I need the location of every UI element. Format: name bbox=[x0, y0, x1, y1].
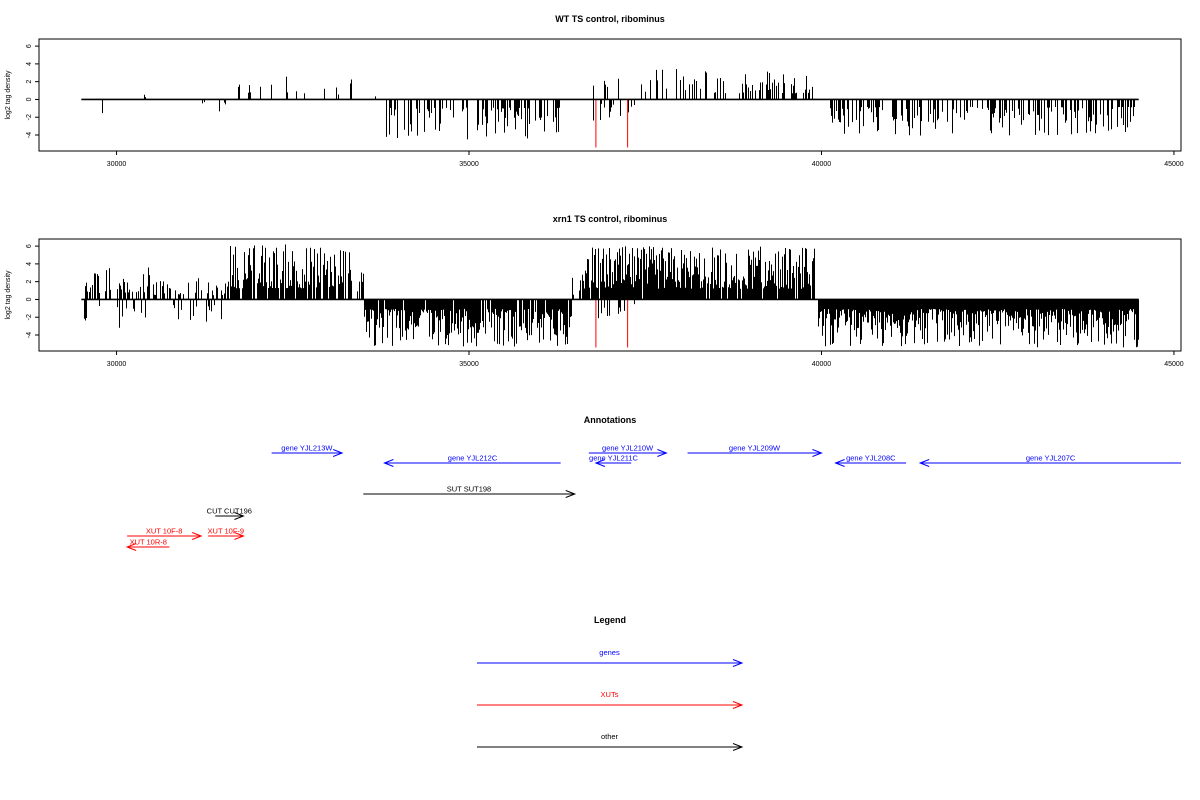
legend-arrowhead bbox=[732, 659, 744, 667]
annotation-arrowhead bbox=[234, 512, 245, 520]
panel-wt-ytick-label: 6 bbox=[26, 44, 33, 48]
legend-title: Legend bbox=[594, 615, 626, 625]
panel-wt-highlights bbox=[595, 99, 629, 148]
annotation-label: gene YJL208C bbox=[846, 454, 896, 463]
annotation-label: XUT 10R-8 bbox=[130, 538, 167, 547]
annotation-arrowhead bbox=[918, 459, 930, 467]
annotations-title: Annotations bbox=[584, 415, 637, 425]
panel-wt-y-axis: -4 -2 0 2 4 6 bbox=[26, 44, 39, 138]
panel-xrn1-bars bbox=[84, 244, 1139, 348]
panel-xrn1-highlights bbox=[595, 299, 629, 348]
legend-arrowhead bbox=[732, 701, 744, 709]
annotation-arrowhead bbox=[234, 532, 245, 540]
panel-wt-ytick-label: 2 bbox=[26, 80, 33, 84]
legend: Legend genes XUTs other bbox=[477, 615, 744, 751]
annotation-arrowhead bbox=[332, 449, 344, 457]
panel-xrn1-frame bbox=[38, 238, 1182, 352]
annotation-label: XUT 10F-8 bbox=[146, 527, 183, 536]
panel-wt-xtick-label: 35000 bbox=[459, 161, 479, 168]
annotation-arrowhead bbox=[565, 490, 577, 498]
panel-wt: WT TS control, ribominus log2 tag densit… bbox=[5, 14, 1184, 168]
panel-xrn1-y-axis: -4 -2 0 2 4 6 bbox=[26, 244, 39, 338]
panel-wt-xtick-label: 30000 bbox=[107, 161, 127, 168]
annotation-arrowhead bbox=[834, 459, 845, 467]
panel-wt-ytick-label: 0 bbox=[26, 97, 33, 101]
annotation-label: gene YJL209W bbox=[729, 444, 781, 453]
annotation-arrowhead bbox=[594, 459, 606, 467]
annotation-label: gene YJL211C bbox=[589, 454, 639, 463]
panel-xrn1-ytick-label: 4 bbox=[26, 262, 33, 266]
annotation-label: gene YJL213W bbox=[281, 444, 333, 453]
panel-xrn1-ytick-label: -2 bbox=[26, 314, 33, 320]
annotation-arrowhead bbox=[191, 532, 203, 540]
panel-xrn1-ytick-label: -4 bbox=[26, 332, 33, 338]
annotation-arrowhead bbox=[657, 449, 668, 457]
legend-arrowhead bbox=[732, 743, 744, 751]
panel-xrn1-ytick-label: 2 bbox=[26, 280, 33, 284]
annotation-label: gene YJL210W bbox=[602, 444, 654, 453]
panel-xrn1: xrn1 TS control, ribominus log2 tag dens… bbox=[5, 214, 1184, 368]
panel-wt-ytick-label: 4 bbox=[26, 62, 33, 66]
panel-xrn1-xtick-label: 35000 bbox=[459, 361, 479, 368]
annotation-label: gene YJL212C bbox=[448, 454, 498, 463]
panel-wt-xtick-label: 45000 bbox=[1164, 161, 1184, 168]
panel-xrn1-xtick-label: 45000 bbox=[1164, 361, 1184, 368]
annotation-label: XUT 10F-9 bbox=[208, 527, 245, 536]
annotation-label: SUT SUT198 bbox=[447, 485, 491, 494]
panel-wt-x-axis: 30000 35000 40000 45000 bbox=[107, 151, 1184, 168]
legend-label: other bbox=[601, 732, 619, 741]
panel-xrn1-xtick-label: 30000 bbox=[107, 361, 127, 368]
panel-wt-xtick-label: 40000 bbox=[812, 161, 832, 168]
panel-wt-bars bbox=[102, 69, 1135, 140]
panel-xrn1-ytick-label: 0 bbox=[26, 297, 33, 301]
annotation-label: CUT CUT196 bbox=[207, 507, 252, 516]
annotations-track: Annotations gene YJL213W gene YJL212C gene… bbox=[125, 415, 1181, 551]
panel-xrn1-ytick-label: 6 bbox=[26, 244, 33, 248]
annotation-arrowhead bbox=[383, 459, 394, 467]
legend-label: genes bbox=[599, 648, 620, 657]
annotation-arrowhead bbox=[812, 449, 823, 457]
annotation-label: gene YJL207C bbox=[1026, 454, 1076, 463]
panel-xrn1-x-axis: 30000 35000 40000 45000 bbox=[107, 351, 1184, 368]
panel-xrn1-title: xrn1 TS control, ribominus bbox=[553, 214, 668, 224]
panel-wt-ytick-label: -2 bbox=[26, 114, 33, 120]
panel-wt-ytick-label: -4 bbox=[26, 132, 33, 138]
panel-wt-frame bbox=[38, 38, 1182, 152]
annotation-arrowhead bbox=[125, 543, 137, 551]
panel-wt-title: WT TS control, ribominus bbox=[555, 14, 665, 24]
legend-items: genes XUTs other bbox=[477, 648, 744, 751]
panel-xrn1-xtick-label: 40000 bbox=[812, 361, 832, 368]
panel-wt-ylabel: log2 tag density bbox=[5, 70, 12, 120]
legend-label: XUTs bbox=[601, 690, 619, 699]
panel-xrn1-ylabel: log2 tag density bbox=[5, 270, 12, 320]
